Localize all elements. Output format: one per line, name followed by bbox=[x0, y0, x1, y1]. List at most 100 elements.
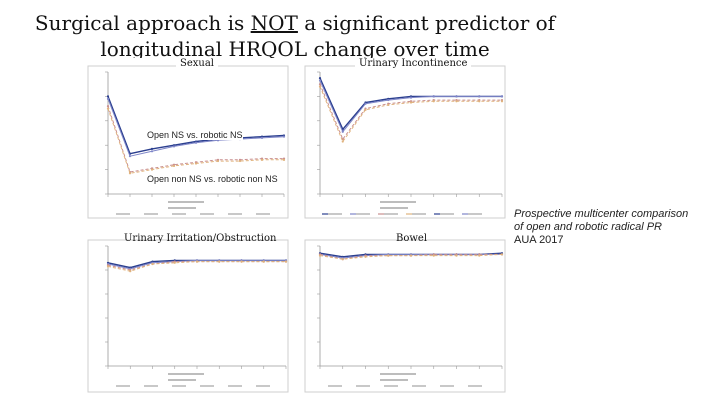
x-axis-label-urinary-incontinence bbox=[380, 201, 416, 203]
data-point-sexual bbox=[238, 159, 242, 163]
legend-text-urinary-irritation bbox=[116, 385, 130, 387]
data-point-urinary-irritation bbox=[151, 262, 154, 266]
data-point-sexual bbox=[260, 136, 264, 139]
data-point-urinary-incontinence bbox=[318, 77, 322, 80]
panel-title-urinary-incontinence: Urinary Incontinence bbox=[355, 58, 472, 69]
series-line-urinary-incontinence-3 bbox=[319, 86, 502, 143]
data-point-urinary-incontinence bbox=[387, 98, 390, 102]
legend-text-sexual bbox=[172, 213, 186, 215]
legend-text-urinary-irritation bbox=[144, 385, 158, 387]
data-point-sexual bbox=[106, 95, 110, 98]
data-point-urinary-irritation bbox=[218, 260, 221, 263]
data-point-urinary-irritation bbox=[262, 260, 265, 263]
legend-text-urinary-irritation bbox=[200, 385, 214, 387]
legend-text-bowel bbox=[384, 385, 398, 387]
legend-text-urinary-irritation bbox=[172, 385, 186, 387]
legend-text-sexual bbox=[256, 213, 270, 215]
legend-text-urinary-irritation bbox=[256, 385, 270, 387]
legend-text-urinary-incontinence bbox=[412, 213, 426, 215]
slide-title-line1: Surgical approach is NOT a significant p… bbox=[0, 10, 590, 36]
legend-text-urinary-incontinence bbox=[440, 213, 454, 215]
data-point-urinary-irritation bbox=[195, 260, 199, 263]
x-axis-label-urinary-incontinence bbox=[380, 207, 408, 209]
x-axis-label-bowel bbox=[380, 373, 416, 375]
data-point-urinary-incontinence bbox=[341, 140, 344, 143]
legend-text-bowel bbox=[468, 385, 482, 387]
data-point-sexual bbox=[106, 107, 110, 110]
data-point-urinary-incontinence bbox=[364, 108, 367, 111]
panel-title-sexual: Sexual bbox=[176, 58, 219, 69]
data-point-bowel bbox=[318, 254, 322, 257]
legend-text-bowel bbox=[328, 385, 342, 387]
chart-frame-urinary-irritation bbox=[87, 239, 289, 393]
chart-frame-bowel bbox=[304, 239, 506, 393]
legend-text-sexual bbox=[200, 213, 214, 215]
data-point-urinary-irritation bbox=[106, 265, 110, 268]
data-point-sexual bbox=[150, 150, 154, 153]
data-point-urinary-incontinence bbox=[318, 85, 322, 88]
data-point-sexual bbox=[216, 159, 220, 163]
legend-text-urinary-incontinence bbox=[356, 213, 370, 215]
panel-title-bowel: Bowel bbox=[396, 233, 428, 244]
data-point-sexual bbox=[128, 172, 132, 175]
data-point-urinary-incontinence bbox=[409, 101, 413, 104]
data-point-bowel bbox=[387, 254, 390, 257]
data-point-urinary-incontinence bbox=[318, 83, 322, 86]
note-line1: Prospective multicenter comparison bbox=[514, 208, 689, 220]
x-axis-label-bowel bbox=[380, 379, 408, 381]
data-point-urinary-incontinence bbox=[478, 100, 481, 103]
data-point-urinary-irritation bbox=[173, 261, 176, 264]
data-point-bowel bbox=[455, 254, 458, 257]
data-point-urinary-incontinence bbox=[478, 95, 481, 98]
data-point-sexual bbox=[282, 158, 286, 161]
data-point-sexual bbox=[106, 97, 110, 100]
x-axis-label-sexual bbox=[168, 207, 196, 209]
data-point-sexual bbox=[128, 155, 132, 158]
data-point-urinary-incontinence bbox=[318, 79, 322, 82]
legend-text-sexual bbox=[144, 213, 158, 215]
data-point-sexual bbox=[150, 168, 154, 171]
data-point-urinary-incontinence bbox=[432, 100, 435, 103]
legend-text-bowel bbox=[356, 385, 370, 387]
legend-text-sexual bbox=[116, 213, 130, 215]
data-point-urinary-incontinence bbox=[364, 102, 367, 105]
annotation-ns-comparison: Open NS vs. robotic NS bbox=[147, 130, 243, 140]
data-point-bowel bbox=[478, 254, 481, 257]
note-line3: AUA 2017 bbox=[514, 234, 564, 246]
data-point-urinary-incontinence bbox=[455, 95, 458, 98]
data-point-urinary-incontinence bbox=[432, 95, 435, 98]
data-point-bowel bbox=[409, 254, 413, 257]
data-point-sexual bbox=[106, 105, 110, 108]
data-point-urinary-incontinence bbox=[341, 130, 344, 133]
legend-text-sexual bbox=[228, 213, 242, 215]
data-point-urinary-incontinence bbox=[500, 95, 504, 98]
data-point-sexual bbox=[172, 164, 176, 168]
legend-text-bowel bbox=[412, 385, 426, 387]
data-point-urinary-incontinence bbox=[455, 100, 458, 103]
data-point-urinary-irritation bbox=[240, 260, 243, 263]
data-point-bowel bbox=[432, 254, 435, 257]
legend-text-urinary-incontinence bbox=[384, 213, 398, 215]
legend-text-urinary-incontinence bbox=[328, 213, 342, 215]
chart-frame-sexual bbox=[87, 65, 289, 219]
data-point-urinary-irritation bbox=[284, 260, 288, 263]
data-point-sexual bbox=[194, 162, 198, 165]
x-axis-label-urinary-irritation bbox=[168, 373, 204, 375]
note-line2: of open and robotic radical PR bbox=[514, 221, 662, 233]
data-point-sexual bbox=[194, 141, 198, 144]
study-note: Prospective multicenter comparison of op… bbox=[514, 208, 688, 247]
data-point-sexual bbox=[260, 158, 264, 161]
x-axis-label-urinary-irritation bbox=[168, 379, 196, 381]
data-point-sexual bbox=[282, 135, 286, 138]
data-point-urinary-incontinence bbox=[500, 100, 504, 103]
data-point-urinary-incontinence bbox=[387, 103, 390, 107]
legend-text-urinary-irritation bbox=[228, 385, 242, 387]
data-point-sexual bbox=[150, 147, 154, 150]
annotation-non-ns-comparison: Open non NS vs. robotic non NS bbox=[147, 174, 278, 184]
data-point-bowel bbox=[364, 255, 367, 258]
slide-title-line2: longitudinal HRQOL change over time bbox=[100, 37, 490, 58]
legend-text-urinary-incontinence bbox=[468, 213, 482, 215]
data-point-urinary-incontinence bbox=[409, 96, 413, 99]
title-not-emphasis: NOT bbox=[250, 11, 298, 35]
